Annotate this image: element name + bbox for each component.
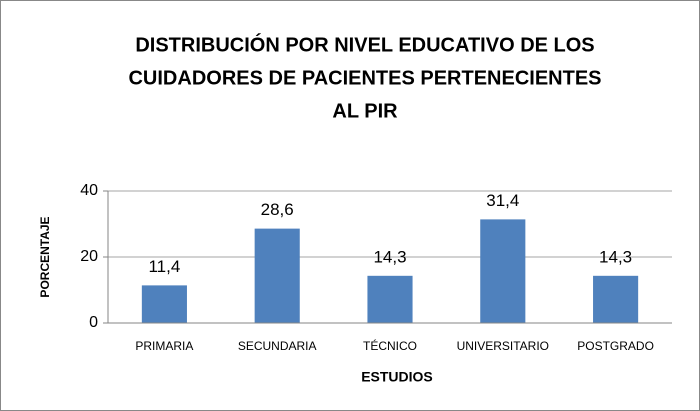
data-label: 31,4 xyxy=(486,191,519,210)
x-tick-label: POSTGRADO xyxy=(577,339,654,353)
data-label: 28,6 xyxy=(261,200,294,219)
bar xyxy=(254,228,300,323)
x-axis-title: ESTUDIOS xyxy=(361,369,433,385)
x-tick-label: PRIMARIA xyxy=(135,339,193,353)
bar xyxy=(367,275,413,323)
data-label: 14,3 xyxy=(599,247,632,266)
chart-title: AL PIR xyxy=(332,100,398,122)
data-label: 11,4 xyxy=(148,257,180,276)
bar xyxy=(141,285,187,323)
x-tick-label: UNIVERSITARIO xyxy=(457,339,549,353)
y-tick-label: 20 xyxy=(80,248,98,265)
bar xyxy=(593,275,639,323)
bar xyxy=(480,219,526,323)
y-tick-label: 40 xyxy=(80,182,98,199)
x-tick-label: TÉCNICO xyxy=(363,338,417,353)
data-label: 14,3 xyxy=(373,247,406,266)
chart-title: DISTRIBUCIÓN POR NIVEL EDUCATIVO DE LOS xyxy=(135,32,594,56)
y-axis-title: PORCENTAJE xyxy=(38,216,52,297)
chart-title: CUIDADORES DE PACIENTES PERTENECIENTES xyxy=(128,67,601,89)
x-tick-label: SECUNDARIA xyxy=(238,339,317,353)
y-tick-label: 0 xyxy=(89,314,98,331)
